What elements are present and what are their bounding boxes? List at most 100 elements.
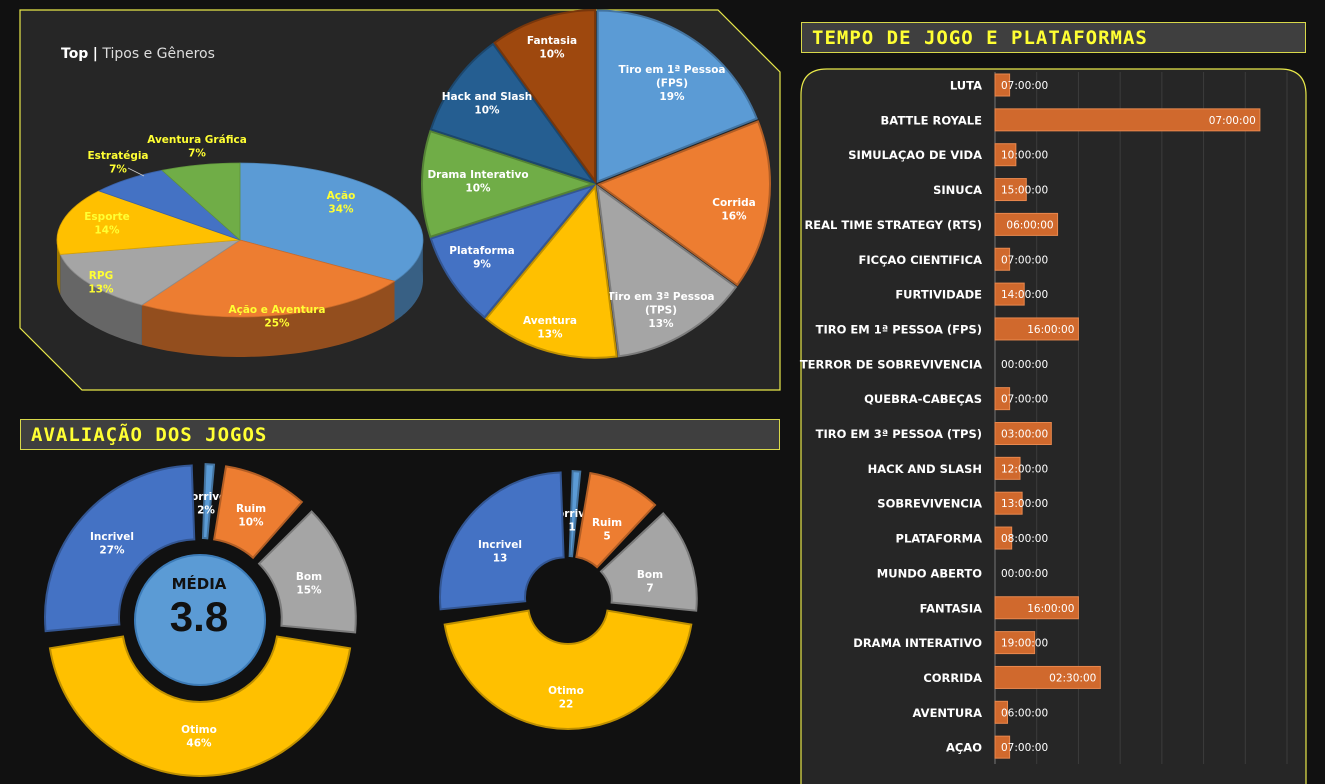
- title-bold: Top: [61, 46, 89, 62]
- bar-category-luta: LUTA: [950, 79, 982, 93]
- pie-slice-acao-e-aventura: [140, 239, 396, 318]
- bar-category-corrida: CORRIDA: [923, 671, 982, 685]
- bar-category-acao: AÇAO: [946, 741, 982, 755]
- donut-label-incrivel: Incrivel 13: [478, 539, 522, 565]
- title-separator: |: [92, 46, 98, 62]
- bar-category-ficcao-cientifica: FICÇAO CIENTIFICA: [859, 253, 983, 267]
- media-label: MÉDIA: [171, 575, 227, 593]
- pie-label-plataforma: Plataforma 9%: [449, 245, 514, 271]
- bar-furtividade: [994, 282, 1025, 306]
- bar-value-mundo-aberto: 00:00:00: [1001, 568, 1048, 580]
- donut-slice-otimo: [48, 635, 352, 778]
- donut-slice-incrivel: [439, 471, 565, 611]
- bar-value-quebra-cabecas: 07:00:00: [1001, 394, 1048, 406]
- bar-value-tiro-em-3-pessoa-tps: 03:00:00: [1001, 429, 1048, 441]
- bar-category-fantasia: FANTASIA: [920, 601, 982, 615]
- bar-value-terror-de-sobrevivencia: 00:00:00: [1001, 359, 1048, 371]
- pie-slice-tiro-em-1-pessoa-fps: [596, 9, 758, 183]
- donut-label-bom: Bom 15%: [296, 571, 322, 597]
- pie-label-estrategia: Estratégia 7%: [87, 150, 148, 176]
- bar-tiro-em-3-pessoa-tps: [994, 422, 1052, 445]
- pie-label-hack-and-slash: Hack and Slash 10%: [442, 91, 532, 117]
- donut-slice-horrivel: [201, 463, 216, 540]
- bar-value-corrida: 02:30:00: [1049, 672, 1096, 684]
- bar-value-luta: 07:00:00: [1001, 80, 1048, 92]
- bar-real-time-strategy-rts: [994, 212, 1059, 236]
- bar-ficcao-cientifica: [994, 247, 1011, 271]
- bar-value-ficcao-cientifica: 07:00:00: [1001, 254, 1048, 266]
- bar-category-quebra-cabecas: QUEBRA-CABEÇAS: [864, 392, 982, 406]
- bar-value-aventura: 06:00:00: [1001, 707, 1048, 719]
- bar-category-drama-interativo: DRAMA INTERATIVO: [853, 636, 982, 650]
- pie-slice-fantasia: [493, 9, 597, 185]
- bar-simulacao-de-vida: [994, 143, 1017, 167]
- pie-side-acao-e-aventura: [141, 281, 395, 357]
- pie-label-esporte: Esporte 14%: [84, 211, 129, 237]
- pie-side-acao: [394, 240, 423, 322]
- pie-slice-plataforma: [429, 183, 597, 319]
- bar-value-hack-and-slash: 12:00:00: [1001, 463, 1048, 475]
- pie-slice-tiro-em-3-pessoa-tps: [596, 184, 738, 358]
- donut-label-otimo: Otimo 22: [548, 685, 584, 711]
- bar-value-battle-royale: 07:00:00: [1209, 115, 1256, 127]
- pie-slice-hack-and-slash: [429, 42, 597, 185]
- bar-fantasia: [994, 596, 1079, 620]
- pie-side-esporte: [57, 240, 61, 295]
- pie-label-aventura: Aventura 13%: [523, 315, 577, 341]
- bar-quebra-cabecas: [994, 387, 1011, 411]
- donut-slice-bom: [599, 512, 698, 612]
- pie-label-drama-interativo: Drama Interativo 10%: [427, 169, 528, 195]
- bar-category-mundo-aberto: MUNDO ABERTO: [877, 566, 982, 580]
- bar-value-drama-interativo: 19:00:00: [1001, 638, 1048, 650]
- bar-value-simulacao-de-vida: 10:00:00: [1001, 150, 1048, 162]
- bar-drama-interativo: [994, 631, 1036, 655]
- leader-line-estrategia: [127, 167, 145, 177]
- bar-value-sobrevivencia: 13:00:00: [1001, 498, 1048, 510]
- pie-slice-esporte: [56, 190, 241, 255]
- bar-value-real-time-strategy-rts: 06:00:00: [1006, 219, 1053, 231]
- bar-value-tiro-em-1-pessoa-fps: 16:00:00: [1027, 324, 1074, 336]
- media-value: 3.8: [169, 593, 229, 640]
- bar-value-plataforma: 08:00:00: [1001, 533, 1048, 545]
- bar-tiro-em-1-pessoa-fps: [994, 317, 1079, 341]
- bar-plataforma: [994, 526, 1013, 550]
- bar-category-sobrevivencia: SOBREVIVENCIA: [877, 497, 982, 511]
- pie-label-tiro-em-3-pessoa-tps: Tiro em 3ª Pessoa (TPS) 13%: [607, 291, 714, 330]
- bar-aventura: [994, 700, 1009, 724]
- donut-label-horrivel: Horrivel 2%: [182, 491, 230, 517]
- pie-slice-acao: [239, 162, 424, 282]
- title-rest: Tipos e Gêneros: [102, 46, 215, 62]
- donut-label-ruim: Ruim 5: [592, 517, 622, 543]
- pie-label-aventura-grafica: Aventura Gráfica 7%: [147, 134, 247, 160]
- donut-slice-otimo: [443, 609, 693, 731]
- pie-side-rpg: [60, 254, 142, 345]
- donut-label-ruim: Ruim 10%: [236, 503, 266, 529]
- bar-category-tiro-em-1-pessoa-fps: TIRO EM 1ª PESSOA (FPS): [816, 322, 982, 336]
- bar-value-fantasia: 16:00:00: [1027, 603, 1074, 615]
- donut-slice-incrivel: [44, 464, 196, 633]
- bar-hack-and-slash: [994, 456, 1021, 480]
- bar-category-real-time-strategy-rts: REAL TIME STRATEGY (RTS): [804, 218, 982, 232]
- bar-category-furtividade: FURTIVIDADE: [895, 288, 982, 302]
- pie-slice-rpg: [59, 239, 242, 306]
- bar-value-sinuca: 15:00:00: [1001, 185, 1048, 197]
- pie-label-corrida: Corrida 16%: [712, 197, 755, 223]
- time-panel-frame: [800, 68, 1307, 784]
- bar-category-hack-and-slash: HACK AND SLASH: [868, 462, 982, 476]
- bar-corrida: [994, 665, 1101, 689]
- top-panel-title: Top | Tipos e Gêneros: [61, 46, 215, 62]
- donut-slice-bom: [257, 510, 357, 634]
- donut-label-bom: Bom 7: [637, 569, 663, 595]
- pie-slice-aventura: [484, 184, 618, 359]
- bar-acao: [994, 735, 1011, 759]
- donut-slice-ruim: [575, 471, 657, 569]
- pie-slice-aventura-grafica: [161, 162, 241, 241]
- pie-label-acao-e-aventura: Ação e Aventura 25%: [228, 304, 325, 330]
- bar-battle-royale: [994, 108, 1261, 132]
- bar-category-aventura: AVENTURA: [913, 706, 983, 720]
- bar-luta: [994, 73, 1011, 97]
